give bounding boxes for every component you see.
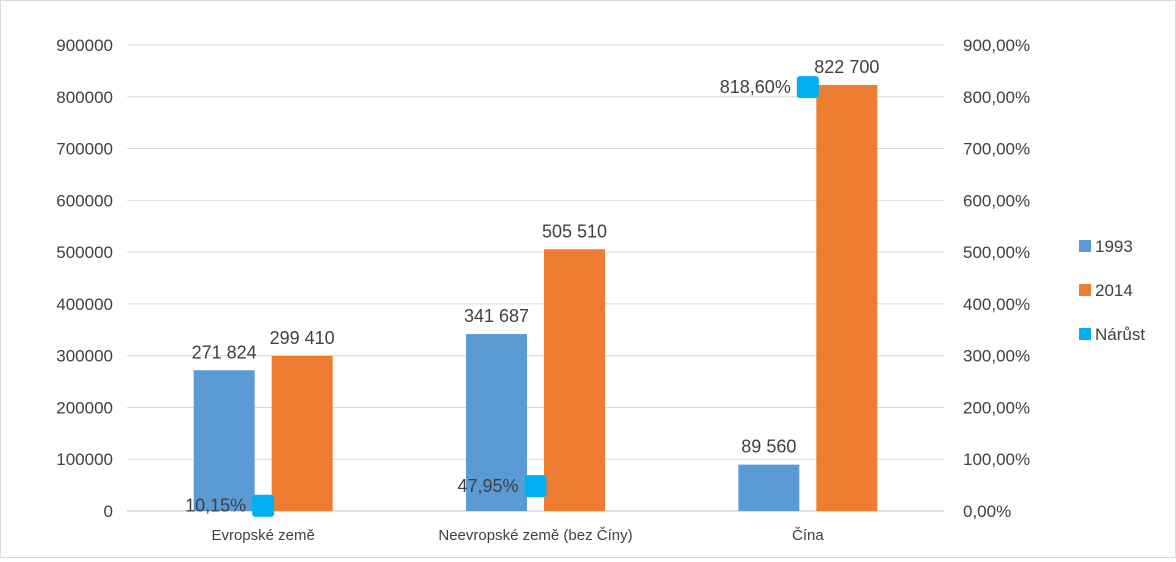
category-label-1: Neevropské země (bez Číny) <box>438 527 632 544</box>
legend-entry-2: Nárůst <box>1095 325 1145 344</box>
growth-marker-1 <box>524 475 547 498</box>
legend-swatch-1 <box>1079 284 1091 296</box>
bar-1993-0 <box>193 370 255 511</box>
right-tick-label: 700,00% <box>963 140 1030 159</box>
bar-1993-2 <box>738 464 800 511</box>
category-label-2: Čína <box>792 527 824 544</box>
data-labels: 271 824 299 410 10,15% 341 687 505 510 47,95%… <box>185 57 879 516</box>
left-tick-label: 300000 <box>56 347 113 366</box>
gridlines <box>127 44 944 512</box>
data-label-1993-1: 341 687 <box>464 306 529 326</box>
growth-label-0: 10,15% <box>185 496 246 516</box>
growth-marker-2 <box>796 76 819 99</box>
legend-swatch-2 <box>1079 328 1091 340</box>
data-label-2014-0: 299 410 <box>270 328 335 348</box>
right-axis: 0,00% 100,00% 200,00% 300,00% 400,00% 500,00%… <box>963 36 1030 521</box>
category-axis: Evropské země Neevropské země (bez Číny) Č… <box>211 527 824 544</box>
right-tick-label: 300,00% <box>963 347 1030 366</box>
legend: 1993 2014 Nárůst <box>1079 237 1145 344</box>
left-tick-label: 400000 <box>56 295 113 314</box>
right-tick-label: 100,00% <box>963 450 1030 469</box>
left-tick-label: 600000 <box>56 191 113 210</box>
left-tick-label: 500000 <box>56 243 113 262</box>
legend-entry-1: 2014 <box>1095 281 1133 300</box>
right-tick-label: 800,00% <box>963 88 1030 107</box>
legend-entry-0: 1993 <box>1095 237 1133 256</box>
right-tick-label: 200,00% <box>963 398 1030 417</box>
category-label-0: Evropské země <box>211 527 314 544</box>
data-label-2014-1: 505 510 <box>542 221 607 241</box>
right-tick-label: 600,00% <box>963 191 1030 210</box>
growth-marker-0 <box>252 494 275 517</box>
left-tick-label: 700000 <box>56 140 113 159</box>
legend-swatch-0 <box>1079 240 1091 252</box>
growth-markers <box>252 76 819 517</box>
left-tick-label: 100000 <box>56 450 113 469</box>
right-tick-label: 0,00% <box>963 502 1011 521</box>
right-tick-label: 400,00% <box>963 295 1030 314</box>
data-label-2014-2: 822 700 <box>814 57 879 77</box>
left-tick-label: 0 <box>104 502 113 521</box>
left-tick-label: 800000 <box>56 88 113 107</box>
bar-2014-0 <box>271 355 333 511</box>
bar-2014-1 <box>544 249 605 511</box>
bar-2014-2 <box>816 85 878 511</box>
data-label-1993-0: 271 824 <box>192 342 257 362</box>
right-tick-label: 900,00% <box>963 36 1030 55</box>
growth-label-2: 818,60% <box>720 77 791 97</box>
left-tick-label: 900000 <box>56 36 113 55</box>
data-label-1993-2: 89 560 <box>741 437 796 457</box>
bar-1993-1 <box>466 334 527 511</box>
bars <box>193 85 878 511</box>
right-tick-label: 500,00% <box>963 243 1030 262</box>
growth-label-1: 47,95% <box>457 476 518 496</box>
left-tick-label: 200000 <box>56 398 113 417</box>
left-axis: 0 100000 200000 300000 400000 500000 600000 700… <box>56 36 113 521</box>
